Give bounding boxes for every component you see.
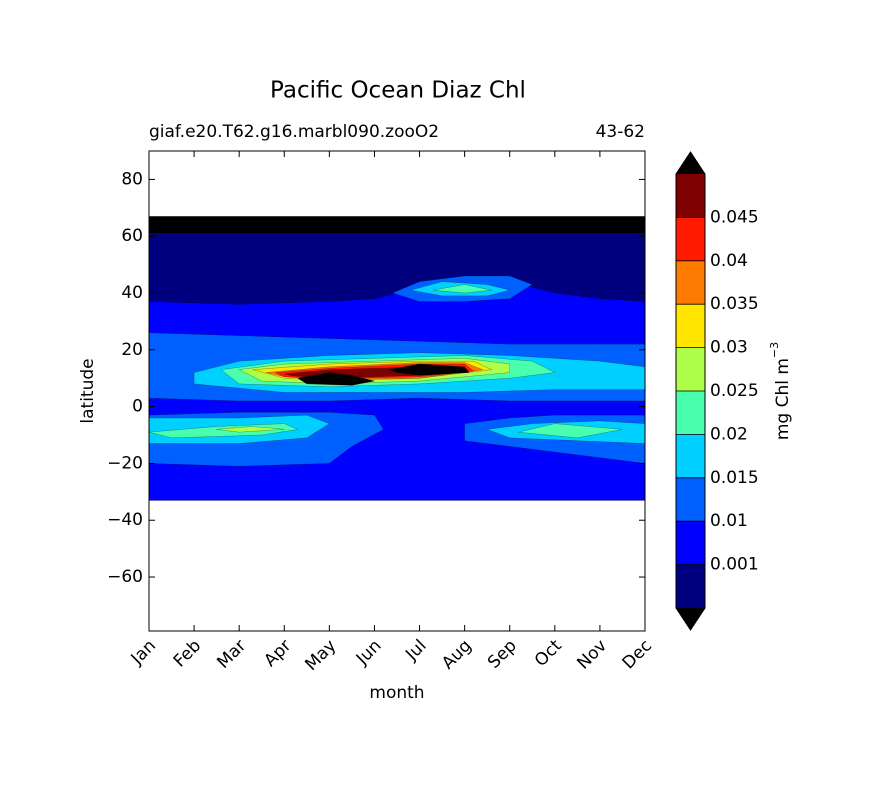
colorbar-segment bbox=[676, 347, 705, 391]
colorbar-outline bbox=[675, 151, 706, 631]
colorbar-extend-min bbox=[676, 608, 705, 630]
x-tick-label: Feb bbox=[170, 636, 205, 671]
colorbar-tick-label: 0.025 bbox=[710, 381, 759, 401]
contour-region bbox=[433, 284, 492, 294]
y-tick-label: −60 bbox=[107, 567, 143, 587]
subtitle-right: 43-62 bbox=[596, 122, 645, 142]
colorbar-segment bbox=[676, 304, 705, 348]
y-tick-label: 20 bbox=[121, 340, 143, 360]
colorbar-tick-label: 0.015 bbox=[710, 468, 759, 488]
colorbar-segment bbox=[676, 434, 705, 478]
colorbar-segment bbox=[676, 217, 705, 261]
colorbar-segment bbox=[676, 477, 705, 522]
plot-frame bbox=[148, 150, 646, 632]
contour-region bbox=[518, 423, 623, 439]
x-tick-label: Nov bbox=[573, 636, 611, 674]
contour-region bbox=[297, 372, 375, 386]
x-tick-label: Mar bbox=[213, 636, 250, 673]
x-tick-label: Jan bbox=[127, 636, 160, 669]
contour-field bbox=[149, 216, 645, 501]
colorbar-label-exponent: −3 bbox=[768, 342, 781, 358]
colorbar-tick-label: 0.04 bbox=[710, 251, 748, 271]
colorbar-tick-label: 0.035 bbox=[710, 294, 759, 314]
x-tick-label: Apr bbox=[260, 636, 295, 671]
x-tick-label: Oct bbox=[531, 636, 566, 671]
y-axis-label: latitude bbox=[78, 358, 98, 423]
subtitle-left: giaf.e20.T62.g16.marbl090.zooO2 bbox=[149, 122, 439, 142]
x-tick-label: Jul bbox=[401, 636, 430, 665]
y-tick-label: 0 bbox=[132, 397, 143, 417]
colorbar-segment bbox=[676, 391, 705, 435]
x-axis-label: month bbox=[369, 683, 424, 703]
colorbar-label: mg Chl m−3 bbox=[768, 342, 793, 440]
contour-region bbox=[387, 363, 470, 376]
x-tick-label: Sep bbox=[484, 636, 521, 673]
x-tick-label: May bbox=[301, 636, 340, 675]
colorbar-segment bbox=[676, 564, 705, 608]
y-tick-label: −40 bbox=[107, 510, 143, 530]
colorbar-label-text: mg Chl m bbox=[773, 358, 793, 440]
contour-region bbox=[149, 216, 645, 234]
colorbar-segment bbox=[676, 260, 705, 305]
colorbar-segment bbox=[676, 174, 705, 218]
colorbar-tick-label: 0.045 bbox=[710, 207, 759, 227]
colorbar-tick-label: 0.03 bbox=[710, 338, 748, 358]
y-tick-label: 80 bbox=[121, 169, 143, 189]
colorbar-extend-max bbox=[676, 152, 705, 174]
colorbar-segment bbox=[676, 521, 705, 565]
chart-title: Pacific Ocean Diaz Chl bbox=[270, 78, 526, 104]
y-tick-label: −20 bbox=[107, 453, 143, 473]
colorbar-tick-label: 0.02 bbox=[710, 424, 748, 444]
x-tick-label: Aug bbox=[438, 636, 476, 674]
y-tick-label: 60 bbox=[121, 226, 143, 246]
colorbar-tick-label: 0.01 bbox=[710, 511, 748, 531]
colorbar-tick-label: 0.001 bbox=[710, 555, 759, 575]
x-tick-label: Dec bbox=[619, 636, 656, 673]
contour-region bbox=[216, 426, 285, 433]
y-tick-label: 40 bbox=[121, 283, 143, 303]
x-tick-label: Jun bbox=[352, 636, 386, 670]
